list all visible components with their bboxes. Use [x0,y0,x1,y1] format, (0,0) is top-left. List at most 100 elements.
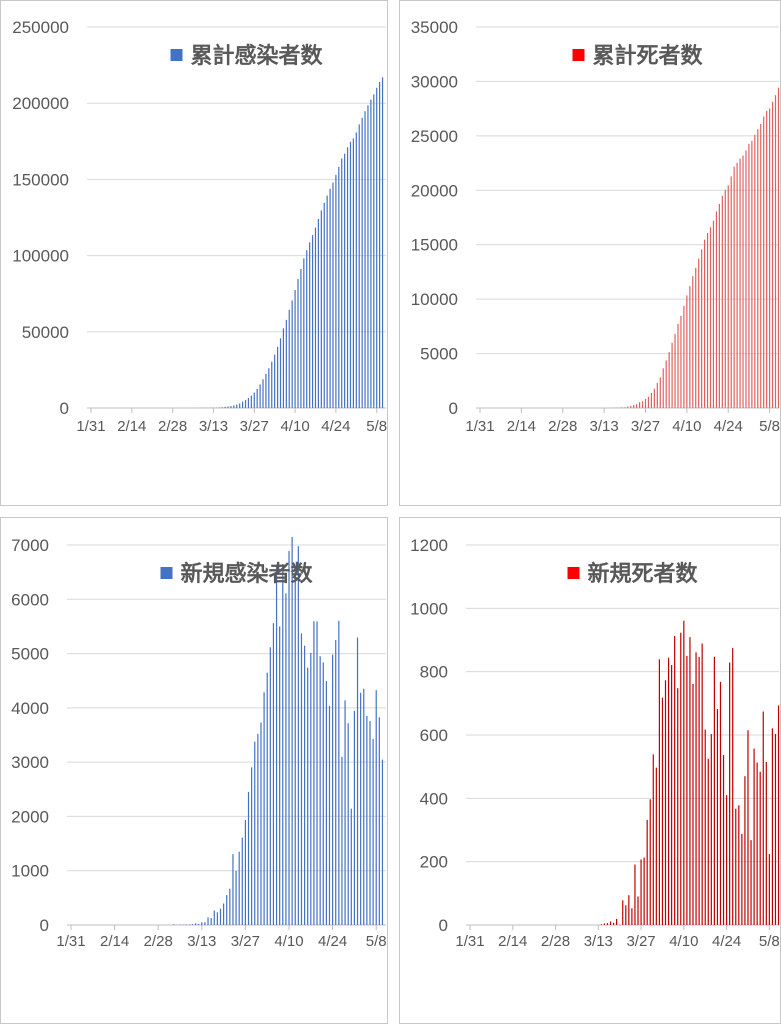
bar [325,681,327,925]
x-tick-label: 3/27 [240,418,269,435]
bar [285,593,287,925]
x-tick-label: 3/13 [199,418,228,435]
x-tick-label: 4/10 [280,418,309,435]
chart-title: 累計感染者数 [170,43,323,68]
bar [288,550,290,925]
bar [230,406,232,408]
y-tick-label: 1200 [410,536,448,555]
y-tick-label: 5000 [11,645,49,664]
chart-title: 累計死者数 [572,43,703,68]
bar [741,833,743,925]
bar [322,662,324,925]
bar [724,189,726,408]
bar [247,791,250,925]
x-tick-label: 1/31 [465,418,494,435]
bar [310,652,312,925]
bar [769,108,771,408]
x-tick-label: 2/14 [507,418,536,435]
chart-panel-new-deaths: 0 200 400 600 800 1000 1200 1/31 2/14 2/28 3/13 3/2… [399,517,781,1024]
bar [344,153,346,408]
bar [762,711,764,925]
bar [226,895,228,925]
bar [291,300,293,408]
bar [311,235,314,408]
bar [300,269,302,408]
bar [633,404,635,408]
bar [219,908,222,925]
bar [636,404,638,408]
bar [677,324,679,408]
bar [260,722,262,925]
bar [272,623,275,925]
chart-title-text: 累計感染者数 [190,43,323,68]
bar [649,799,651,925]
bar [753,748,755,925]
bar [701,249,703,408]
y-tick-label: 6000 [11,590,49,609]
x-tick-label: 2/14 [117,418,146,435]
y-tick-label: 35000 [411,18,458,37]
y-tick-label: 200000 [12,94,69,113]
bar [332,182,334,408]
bar [262,379,264,408]
bar [710,734,712,925]
bar [674,333,676,408]
x-tick-label: 2/28 [541,933,570,950]
bar [372,739,374,925]
bar [754,134,756,409]
bar [704,729,706,925]
x-tick-label: 3/13 [584,933,613,950]
bar [729,662,731,925]
bar [344,700,346,925]
bar [369,721,371,925]
bar [671,665,673,925]
bar [332,654,334,925]
bar [221,407,223,408]
bar [744,776,746,925]
y-tick-label: 150000 [12,170,69,189]
bar [265,373,267,408]
bar [268,368,270,408]
bar [616,918,618,925]
y-tick-label: 2000 [11,807,49,826]
bar [686,295,688,408]
bar [198,923,200,925]
bar [698,657,700,925]
chart-new-deaths: 0 200 400 600 800 1000 1200 1/31 2/14 2/28 3/13 3/2… [410,536,780,950]
bar [603,923,606,925]
bar [314,227,317,408]
bar [606,923,609,925]
bar [641,401,644,408]
bar [771,728,774,925]
bar [224,406,226,408]
bar [204,922,206,925]
bar [680,632,682,925]
bar [364,111,366,409]
x-tick-label: 4/10 [274,933,303,950]
bar [360,692,362,925]
bar [355,132,357,408]
bar [646,819,648,925]
x-tick-label: 4/24 [714,418,743,435]
bar [297,546,299,925]
bar [185,924,187,925]
bar [254,741,256,925]
bar [244,820,247,925]
bar [282,564,284,925]
bar [356,637,359,925]
x-tick-label: 5/8 [759,418,780,435]
y-tick-label: 1000 [11,862,49,881]
bar [361,117,363,409]
bar [338,620,340,925]
bar [379,81,381,408]
bar [600,924,602,925]
bar [703,239,706,408]
chart-title: 新規感染者数 [160,561,313,586]
chart-cumulative-deaths: 0 5000 10000 15000 20000 25000 30000 35000 1/31 2… [411,18,780,435]
x-tick-label: 1/31 [455,933,484,950]
bar [701,643,703,925]
x-tick-label: 1/31 [76,418,105,435]
bar [742,155,744,408]
bar [650,393,653,408]
bar [235,870,237,925]
